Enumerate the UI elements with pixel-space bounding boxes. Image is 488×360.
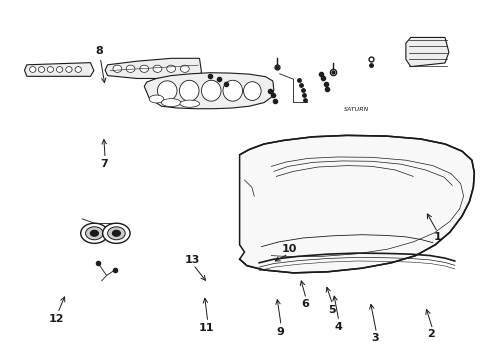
Ellipse shape xyxy=(166,65,175,72)
Text: 12: 12 xyxy=(48,314,64,324)
Text: 10: 10 xyxy=(281,244,297,254)
Text: 5: 5 xyxy=(327,305,335,315)
Text: 13: 13 xyxy=(184,255,200,265)
Text: SATURN: SATURN xyxy=(344,107,369,112)
Ellipse shape xyxy=(57,67,62,72)
Ellipse shape xyxy=(223,80,242,101)
Text: 6: 6 xyxy=(301,299,308,309)
Circle shape xyxy=(112,230,120,236)
Text: 7: 7 xyxy=(100,159,108,169)
Ellipse shape xyxy=(161,99,181,107)
Text: 2: 2 xyxy=(427,329,434,339)
Circle shape xyxy=(102,223,130,243)
Circle shape xyxy=(85,227,103,240)
Ellipse shape xyxy=(180,100,199,107)
Ellipse shape xyxy=(149,95,163,103)
Text: 4: 4 xyxy=(334,322,342,332)
Ellipse shape xyxy=(113,65,122,72)
Ellipse shape xyxy=(47,67,53,72)
Ellipse shape xyxy=(38,67,45,72)
Circle shape xyxy=(81,223,108,243)
Circle shape xyxy=(90,230,98,236)
Polygon shape xyxy=(405,37,448,67)
Ellipse shape xyxy=(243,82,261,100)
Text: 3: 3 xyxy=(371,333,379,343)
Ellipse shape xyxy=(179,80,199,101)
Polygon shape xyxy=(105,58,201,78)
Ellipse shape xyxy=(201,80,221,101)
Ellipse shape xyxy=(126,65,135,72)
Ellipse shape xyxy=(157,81,177,100)
Text: 8: 8 xyxy=(95,46,102,56)
Polygon shape xyxy=(144,73,273,109)
Polygon shape xyxy=(24,63,94,76)
Ellipse shape xyxy=(75,67,81,72)
Circle shape xyxy=(107,227,125,240)
Ellipse shape xyxy=(65,67,72,72)
Text: 11: 11 xyxy=(199,323,214,333)
Ellipse shape xyxy=(29,67,36,72)
Text: 9: 9 xyxy=(276,327,284,337)
Ellipse shape xyxy=(140,65,148,72)
Ellipse shape xyxy=(180,65,189,72)
Text: 1: 1 xyxy=(433,232,441,242)
Ellipse shape xyxy=(153,65,162,72)
Polygon shape xyxy=(239,135,473,273)
